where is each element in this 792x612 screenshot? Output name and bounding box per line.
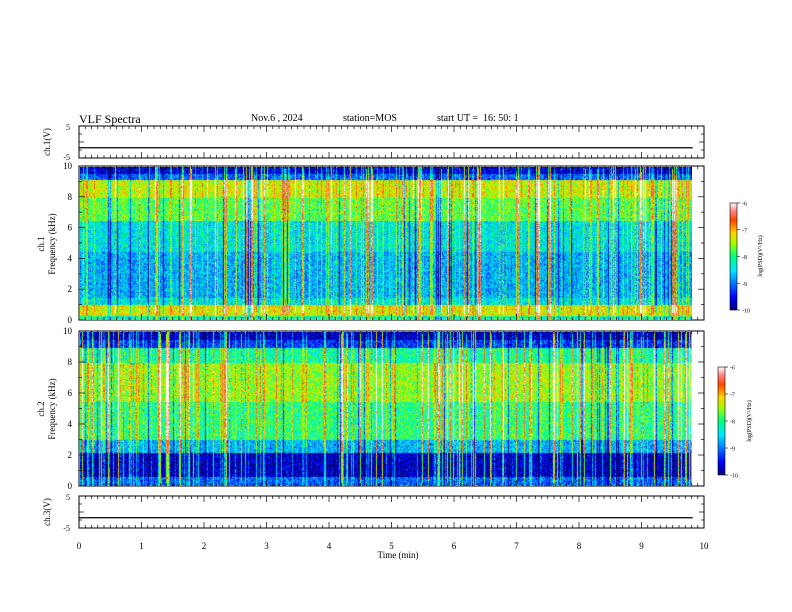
figure-title: VLF Spectra — [79, 112, 141, 126]
frequency-tick-label: 0 — [68, 481, 73, 491]
station-label: station=MOS — [343, 113, 397, 124]
frequency-tick-label: 2 — [68, 450, 73, 460]
time-tick-label: 6 — [452, 541, 457, 551]
ch2-colorbar-gradient — [717, 366, 726, 476]
colorbar-tick-label: -10 — [730, 474, 738, 480]
ch2-spectrogram-ylabel-channel: ch.2 — [36, 401, 46, 416]
frequency-tick-label: 6 — [68, 388, 73, 398]
ch1-ytick-bottom: -5 — [63, 153, 70, 162]
colorbar-tick-label: -10 — [742, 309, 750, 315]
frequency-tick-label: 8 — [68, 357, 73, 367]
frequency-tick-label: 4 — [68, 419, 73, 429]
ch1-spectrogram-ylabel-channel: ch.1 — [36, 236, 46, 251]
time-tick-label: 8 — [577, 541, 582, 551]
start-time-label: start UT = 16: 50: 1 — [437, 113, 519, 124]
frequency-tick-label: 8 — [68, 192, 73, 202]
time-tick-label: 5 — [389, 541, 394, 551]
ch1-waveform-ylabel: ch.1(V) — [42, 128, 52, 156]
ch3-waveform-panel: 0 1 2 3 4 5 6 7 8 9 10 5 -5 ch.3(V) Time (min) — [42, 493, 709, 560]
ch1-spectrogram-ylabel-frequency: Frequency (kHz) — [47, 213, 57, 274]
colorbar-tick-label: -6 — [742, 202, 747, 208]
ch1-spectrogram-image — [80, 167, 692, 320]
ch2-colorbar-label: log(PSD)(V²/Hz) — [746, 400, 753, 441]
frequency-tick-label: 2 — [68, 284, 73, 294]
time-tick-label: 10 — [700, 541, 710, 551]
colorbar-tick-label: -6 — [730, 366, 735, 372]
ch3-ytick-bottom: -5 — [63, 524, 70, 533]
ch1-colorbar: -6 -7 -8 -9 -10 log(PSD)(V²/Hz) — [729, 202, 764, 315]
time-tick-label: 7 — [514, 541, 519, 551]
colorbar-tick-label: -8 — [730, 420, 735, 426]
time-tick-label: 1 — [139, 541, 144, 551]
frequency-tick-label: 10 — [63, 161, 73, 171]
ch2-spectrogram-panel: 0 2 4 6 8 10 ch.2 Frequency (kHz) — [36, 326, 705, 491]
time-tick-label: 9 — [639, 541, 644, 551]
colorbar-tick-label: -7 — [730, 393, 735, 399]
ch1-ytick-top: 5 — [66, 123, 70, 132]
date-label: Nov.6 , 2024 — [251, 113, 303, 124]
colorbar-tick-label: -8 — [742, 255, 747, 261]
time-tick-label: 0 — [77, 541, 82, 551]
ch1-colorbar-gradient — [729, 202, 738, 311]
frequency-tick-label: 0 — [68, 315, 73, 325]
time-axis-label: Time (min) — [378, 550, 419, 560]
colorbar-tick-label: -9 — [730, 447, 735, 453]
ch3-waveform-ylabel: ch.3(V) — [42, 498, 52, 526]
time-tick-label: 4 — [327, 541, 332, 551]
colorbar-tick-label: -9 — [742, 282, 747, 288]
time-tick-label: 2 — [202, 541, 207, 551]
ch1-waveform-panel: 5 -5 ch.1(V) — [42, 123, 705, 162]
frequency-tick-label: 10 — [63, 326, 73, 336]
frequency-tick-label: 4 — [68, 253, 73, 263]
colorbar-tick-label: -7 — [742, 228, 747, 234]
ch1-colorbar-label: log(PSD)(V²/Hz) — [757, 235, 764, 276]
ch1-spectrogram-panel: 0 2 4 6 8 10 ch.1 Frequency (kHz) — [36, 161, 705, 325]
ch2-spectrogram-ylabel-frequency: Frequency (kHz) — [47, 378, 57, 439]
frequency-tick-label: 6 — [68, 223, 73, 233]
time-tick-label: 3 — [264, 541, 269, 551]
ch2-spectrogram-image — [80, 332, 692, 486]
ch2-colorbar: -6 -7 -8 -9 -10 log(PSD)(V²/Hz) — [717, 366, 753, 480]
ch3-ytick-top: 5 — [66, 493, 70, 502]
